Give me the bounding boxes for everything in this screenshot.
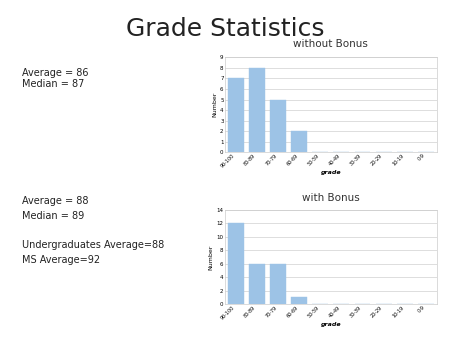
Bar [228, 78, 243, 152]
Bar [270, 99, 286, 152]
Bar [291, 297, 307, 304]
Bar [249, 264, 265, 304]
X-axis label: grade: grade [320, 170, 341, 175]
Y-axis label: Number: Number [212, 92, 217, 118]
Bar [270, 264, 286, 304]
Text: with Bonus: with Bonus [302, 193, 360, 203]
Bar [249, 68, 265, 152]
Bar [291, 131, 307, 152]
Text: without Bonus: without Bonus [293, 39, 368, 49]
Y-axis label: Number: Number [209, 244, 214, 270]
X-axis label: grade: grade [320, 322, 341, 327]
Text: Average = 88
Median = 89

Undergraduates Average=88
MS Average=92: Average = 88 Median = 89 Undergraduates … [22, 196, 165, 265]
Text: Average = 86
Median = 87: Average = 86 Median = 87 [22, 68, 89, 89]
Bar [228, 223, 243, 304]
Text: Grade Statistics: Grade Statistics [126, 17, 324, 41]
